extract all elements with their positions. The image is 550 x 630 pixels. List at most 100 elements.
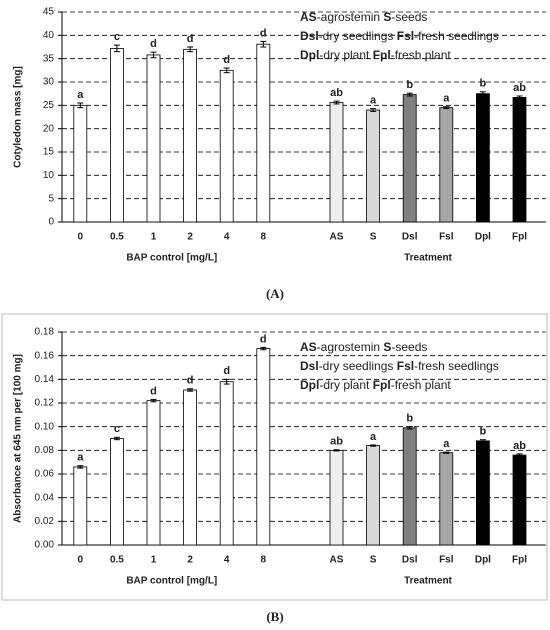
y-tick-label: 0.14 [35, 374, 55, 385]
x-tick-label: AS [330, 555, 344, 566]
legend-line: Dsl-dry seedlings Fsl-fresh seedlings [300, 29, 499, 43]
x-tick-label: 4 [224, 555, 230, 566]
x-tick-label: Fpl [512, 232, 527, 243]
error-bar [113, 44, 120, 53]
legend-text: -seeds [391, 340, 427, 354]
error-bar [260, 40, 267, 48]
x-tick-label: Fpl [512, 555, 527, 566]
bar [402, 94, 417, 223]
x-tick-label: 0.5 [110, 232, 124, 243]
x-tick-label: 8 [261, 555, 267, 566]
error-bar [443, 106, 450, 110]
significance-letter: b [480, 78, 487, 90]
x-tick-label: 2 [187, 232, 193, 243]
legend-text: -fresh seedlings [414, 29, 499, 43]
error-bar [479, 439, 486, 443]
bar [402, 427, 417, 546]
bar [439, 107, 454, 223]
y-axis-title: Absorbance at 645 nm per [100 mg] [13, 354, 24, 523]
legend-text: -seeds [391, 10, 427, 24]
significance-letter: d [260, 27, 267, 39]
y-tick-label: 15 [43, 147, 55, 158]
bar [439, 452, 454, 546]
x-tick-label: 0.5 [110, 555, 124, 566]
y-axis-title: Cotyledon mass [mg] [13, 66, 24, 168]
legend-line: AS-agrostemin S-seeds [300, 340, 427, 354]
x-tick-label: Dpl [475, 555, 491, 566]
bar [219, 381, 234, 546]
y-tick-label: 0 [48, 217, 54, 228]
x-tick-label: 0 [78, 232, 84, 243]
bar [475, 93, 490, 223]
legend-text: Fsl [397, 29, 414, 43]
bar [329, 449, 344, 546]
significance-letter: d [187, 375, 194, 387]
error-bar [77, 102, 84, 109]
error-bar [113, 436, 120, 441]
x-tick-label: 8 [261, 232, 267, 243]
legend-text: -dry seedlings [319, 359, 397, 373]
error-bar [223, 378, 230, 385]
error-bar [479, 91, 486, 97]
bar [183, 389, 198, 546]
legend-text: Dpl [300, 378, 319, 392]
bar [183, 48, 198, 223]
x-tick-label: S [370, 232, 377, 243]
significance-letter: d [223, 365, 230, 377]
legend-line: Dpl-dry plant Fpl-fresh plant [300, 48, 451, 62]
significance-letter: ab [513, 82, 526, 94]
x-tick-label: 2 [187, 555, 193, 566]
y-tick-label: 35 [43, 53, 55, 64]
legend-text: Fpl [373, 378, 391, 392]
legend-text: -dry seedlings [319, 29, 397, 43]
significance-letter: b [480, 426, 487, 438]
y-tick-label: 45 [43, 7, 55, 18]
legend-text: -fresh plant [391, 48, 452, 62]
x-tick-label: 1 [151, 555, 157, 566]
x-tick-label: Dpl [475, 232, 491, 243]
significance-letter: d [150, 38, 157, 50]
error-bar [333, 100, 340, 105]
x-tick-label: Fsl [439, 555, 454, 566]
x-tick-label: AS [330, 232, 344, 243]
bar [512, 454, 527, 546]
legend-text: -agrostemin [317, 340, 384, 354]
significance-letter: b [406, 413, 413, 425]
legend-text: Dsl [300, 29, 319, 43]
group-label: Treatment [404, 253, 452, 264]
legend-line: Dpl-dry plant Fpl-fresh plant [300, 378, 451, 392]
significance-letter: d [187, 33, 194, 45]
legend-text: S [383, 10, 391, 24]
bar [110, 48, 124, 223]
legend-text: -dry plant [319, 378, 372, 392]
bar [475, 440, 490, 546]
y-tick-label: 0.08 [35, 445, 55, 456]
y-tick-label: 10 [43, 170, 55, 181]
error-bar [187, 388, 194, 392]
significance-letter: a [443, 93, 450, 105]
error-bar [77, 465, 84, 469]
legend-text: AS [300, 340, 317, 354]
significance-letter: a [77, 89, 84, 101]
error-bar [333, 449, 340, 452]
legend-text: -agrostemin [317, 10, 384, 24]
error-bar [406, 92, 413, 97]
legend-line: AS-agrostemin S-seeds [300, 10, 427, 24]
legend-text: Dsl [300, 359, 319, 373]
significance-letter: a [370, 95, 377, 107]
bar [329, 102, 344, 223]
error-bar [260, 346, 267, 351]
legend-line: Dsl-dry seedlings Fsl-fresh seedlings [300, 359, 499, 373]
bar [73, 104, 88, 223]
group-label: Treatment [404, 576, 452, 587]
bar [146, 54, 161, 223]
error-bar [370, 108, 377, 112]
x-tick-label: S [370, 555, 377, 566]
legend-text: AS [300, 10, 317, 24]
y-tick-label: 20 [43, 123, 55, 134]
significance-letter: a [443, 438, 450, 450]
significance-letter: d [260, 333, 267, 345]
y-tick-label: 0.18 [35, 327, 55, 338]
y-tick-label: 0.10 [35, 421, 55, 432]
bar [146, 400, 161, 546]
